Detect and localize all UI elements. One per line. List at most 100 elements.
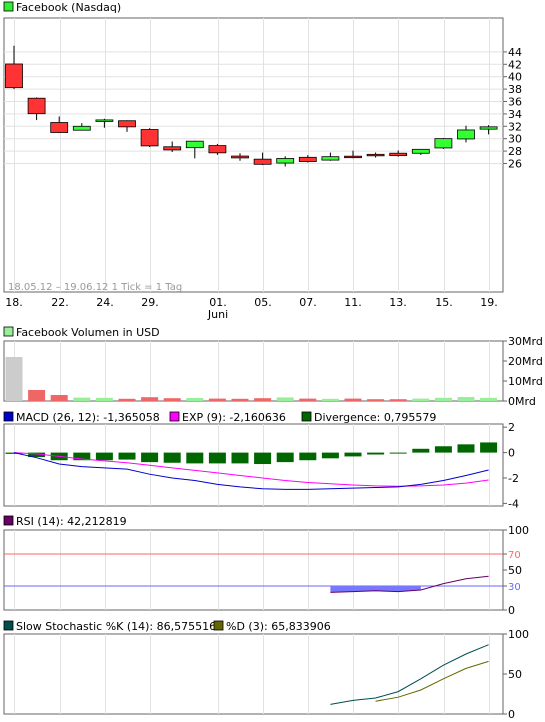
candle-body — [95, 119, 114, 122]
candle-body — [231, 155, 249, 159]
candle-body — [253, 158, 272, 165]
divergence-bar — [321, 452, 339, 459]
price-y-tick-label: 36 — [508, 96, 522, 109]
divergence-bar — [118, 452, 136, 460]
x-tick-label: 13. — [389, 296, 407, 309]
candle-body — [434, 138, 453, 149]
divergence-bar — [276, 452, 294, 463]
volume-bar — [367, 399, 385, 401]
x-tick-label: 24. — [96, 296, 114, 309]
rsi-oversold-area — [330, 586, 421, 593]
rsi-panel — [3, 529, 504, 611]
candle-body — [344, 155, 362, 159]
macd-legend-label: EXP (9): -2,160636 — [182, 411, 286, 424]
candle-body — [208, 145, 227, 154]
price-y-tick-label: 32 — [508, 120, 522, 133]
x-tick-label: 22. — [51, 296, 69, 309]
stoch-y-tick-label: 50 — [508, 668, 522, 681]
candle-body — [72, 125, 91, 131]
divergence-bar — [186, 452, 204, 464]
volume-bar — [28, 390, 46, 401]
macd-legend-swatch — [3, 411, 14, 422]
candle-body — [140, 129, 159, 147]
macd-legend-label: MACD (26, 12): -1,365058 — [16, 411, 160, 424]
x-tick-label: 11. — [344, 296, 362, 309]
x-tick-label: 07. — [299, 296, 317, 309]
rsi-line — [330, 575, 489, 593]
divergence-bar — [367, 452, 385, 455]
candle-body — [366, 153, 385, 157]
candle-body — [411, 148, 430, 154]
macd-legend-swatch — [301, 411, 312, 422]
candle-body — [118, 120, 136, 128]
volume-bar — [5, 357, 23, 401]
stoch-d-line — [375, 660, 489, 702]
volume-y-tick-label: 30Mrd — [508, 335, 543, 348]
candle-body — [479, 126, 498, 130]
price-panel — [3, 17, 504, 293]
volume-legend-swatch — [3, 326, 14, 337]
macd-line — [13, 452, 489, 490]
volume-bar — [480, 397, 498, 401]
divergence-bar — [254, 452, 272, 465]
x-tick-label: 29. — [141, 296, 159, 309]
stoch-k-legend-label: Slow Stochastic %K (14): 86,575516 — [16, 620, 216, 633]
x-tick-label: 19. — [480, 296, 498, 309]
stoch-y-tick-label: 0 — [508, 708, 515, 721]
volume-panel — [3, 340, 504, 402]
macd-legend-swatch — [169, 411, 180, 422]
rsi-y-tick-label: 50 — [508, 564, 522, 577]
candle-body — [185, 140, 204, 149]
candle-body — [27, 97, 46, 115]
divergence-bar — [95, 452, 113, 461]
price-chart-title: Facebook (Nasdaq) — [16, 1, 121, 14]
macd-y-tick-label: 2 — [508, 421, 515, 434]
price-y-tick-label: 44 — [508, 46, 522, 59]
candle-body — [321, 156, 340, 161]
candle-body — [276, 158, 295, 164]
candle-body — [5, 63, 23, 89]
rsi-y-tick-label: 100 — [508, 524, 529, 537]
stoch-y-tick-label: 100 — [508, 628, 529, 641]
volume-bar — [457, 397, 475, 401]
volume-y-tick-label: 0Mrd — [508, 395, 536, 408]
macd-legend-label: Divergence: 0,795579 — [314, 411, 436, 424]
price-y-tick-label: 26 — [508, 158, 522, 171]
divergence-bar — [480, 442, 498, 453]
divergence-bar — [389, 452, 407, 454]
divergence-bar — [231, 452, 249, 464]
price-y-tick-label: 40 — [508, 71, 522, 84]
stochastic-panel — [3, 633, 504, 715]
price-y-tick-label: 42 — [508, 58, 522, 71]
stoch-d-legend-label: %D (3): 65,833906 — [226, 620, 331, 633]
volume-bar — [208, 398, 226, 401]
volume-bar — [254, 398, 272, 401]
x-tick-label: 15. — [435, 296, 453, 309]
volume-bar — [73, 397, 91, 401]
volume-bar — [118, 398, 136, 401]
volume-bar — [276, 397, 294, 401]
volume-bar — [95, 397, 113, 401]
volume-chart-title: Facebook Volumen in USD — [16, 326, 160, 339]
price-y-tick-label: 34 — [508, 108, 522, 121]
x-tick-label: 18. — [5, 296, 23, 309]
candle-body — [163, 146, 182, 151]
volume-bar — [321, 398, 339, 401]
volume-bar — [344, 398, 362, 401]
stoch-k-line — [330, 644, 489, 705]
divergence-bar — [28, 452, 46, 458]
macd-y-tick-label: -4 — [508, 497, 519, 510]
divergence-bar — [344, 452, 362, 457]
divergence-bar — [412, 448, 430, 453]
divergence-bar — [457, 444, 475, 453]
volume-y-tick-label: 10Mrd — [508, 375, 543, 388]
stoch-k-legend-swatch — [3, 620, 14, 631]
x-tick-label: 05. — [254, 296, 272, 309]
divergence-bar — [208, 452, 226, 464]
volume-bar — [163, 398, 181, 401]
divergence-bar — [163, 452, 181, 463]
stoch-d-legend-swatch — [213, 620, 224, 631]
volume-bar — [412, 398, 430, 401]
price-y-tick-label: 30 — [508, 133, 522, 146]
